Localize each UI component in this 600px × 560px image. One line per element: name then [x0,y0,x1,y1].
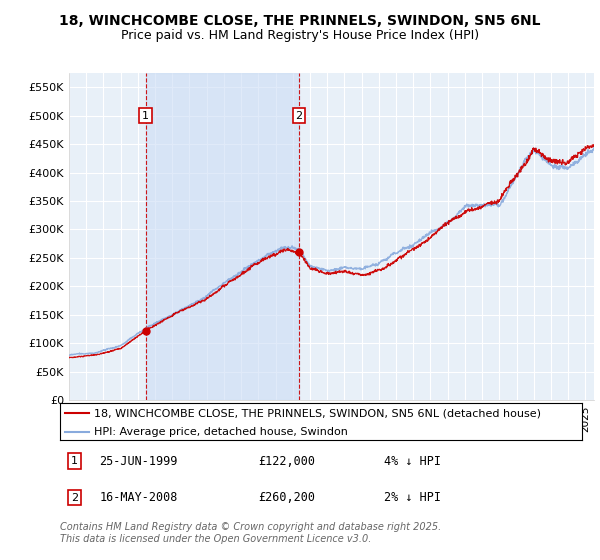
Text: 4% ↓ HPI: 4% ↓ HPI [383,455,440,468]
Text: 25-JUN-1999: 25-JUN-1999 [99,455,178,468]
Text: 1: 1 [142,110,149,120]
Text: 1: 1 [71,456,78,466]
Text: Contains HM Land Registry data © Crown copyright and database right 2025.
This d: Contains HM Land Registry data © Crown c… [60,522,441,544]
Text: 18, WINCHCOMBE CLOSE, THE PRINNELS, SWINDON, SN5 6NL: 18, WINCHCOMBE CLOSE, THE PRINNELS, SWIN… [59,14,541,28]
Text: 18, WINCHCOMBE CLOSE, THE PRINNELS, SWINDON, SN5 6NL (detached house): 18, WINCHCOMBE CLOSE, THE PRINNELS, SWIN… [94,408,541,418]
Text: 16-MAY-2008: 16-MAY-2008 [99,491,178,504]
Text: HPI: Average price, detached house, Swindon: HPI: Average price, detached house, Swin… [94,427,348,437]
Text: 2: 2 [296,110,303,120]
Text: Price paid vs. HM Land Registry's House Price Index (HPI): Price paid vs. HM Land Registry's House … [121,29,479,42]
Text: £260,200: £260,200 [259,491,316,504]
Text: £122,000: £122,000 [259,455,316,468]
Text: 2: 2 [71,493,78,503]
Bar [146,73,299,400]
Text: 2% ↓ HPI: 2% ↓ HPI [383,491,440,504]
